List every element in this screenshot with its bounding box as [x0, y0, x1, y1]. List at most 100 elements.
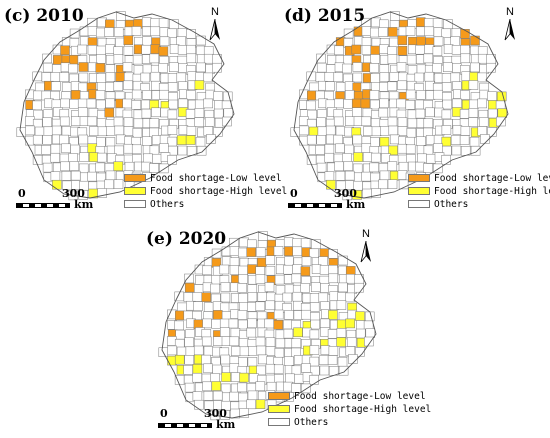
county-other [468, 99, 479, 110]
county-high [336, 337, 346, 347]
county-other [405, 144, 416, 155]
county-other [379, 98, 389, 109]
county-low [415, 17, 426, 27]
county-other [70, 170, 81, 181]
county-other [52, 64, 62, 74]
county-other [178, 63, 188, 73]
county-other [59, 134, 69, 145]
county-other [140, 72, 151, 83]
county-other [405, 89, 416, 100]
county-other [32, 100, 42, 111]
county-other [159, 163, 169, 174]
county-other [336, 300, 347, 310]
county-other [43, 109, 53, 119]
county-low [175, 310, 185, 321]
county-other [159, 143, 169, 153]
county-other [292, 238, 302, 248]
county-other [95, 162, 105, 173]
county-other [442, 99, 452, 110]
county-other [343, 161, 354, 171]
county-other [363, 126, 373, 136]
county-other [86, 98, 97, 109]
county-other [441, 28, 451, 39]
county-other [333, 134, 343, 145]
county-other [406, 128, 417, 138]
county-other [320, 283, 330, 293]
county-other [450, 72, 461, 83]
county-other [379, 72, 390, 82]
county-other [247, 390, 258, 401]
county-other [273, 309, 284, 320]
county-other [247, 292, 258, 302]
county-high [345, 318, 355, 329]
county-other [264, 318, 274, 329]
county-other [433, 36, 444, 47]
county-other [131, 26, 142, 36]
scale-unit: km [216, 418, 236, 431]
county-other [201, 354, 211, 365]
county-high [441, 136, 452, 147]
county-other [389, 72, 400, 82]
county-other [369, 90, 380, 100]
county-other [417, 153, 427, 164]
county-high [239, 372, 249, 383]
county-other [133, 118, 144, 129]
scale-start: 0 [290, 187, 298, 200]
county-other [265, 300, 275, 311]
county-other [320, 345, 331, 355]
county-other [407, 118, 418, 129]
county-other [211, 319, 221, 329]
county-other [291, 365, 302, 376]
county-other [246, 327, 257, 338]
county-other [292, 246, 302, 257]
county-other [123, 80, 133, 91]
county-other [186, 44, 196, 55]
county-other [51, 125, 62, 136]
county-other [159, 89, 169, 100]
county-other [149, 118, 160, 128]
county-other [344, 170, 355, 181]
north-arrow-icon: N [358, 229, 374, 263]
county-other [443, 62, 453, 72]
county-other [71, 116, 81, 126]
county-other [79, 26, 90, 37]
county-other [167, 125, 178, 135]
legend: Food shortage-Low level Food shortage-Hi… [408, 172, 550, 211]
county-other [184, 355, 194, 365]
county-other [370, 172, 380, 183]
county-other [247, 357, 258, 367]
county-other [352, 134, 363, 145]
county-other [477, 98, 487, 109]
county-other [42, 117, 52, 127]
county-other [283, 328, 294, 339]
county-low [300, 266, 311, 276]
county-other [355, 328, 366, 339]
county-other [450, 135, 461, 145]
county-other [301, 363, 311, 373]
county-other [423, 118, 434, 128]
county-other [379, 82, 389, 92]
county-other [364, 311, 375, 322]
county-other [194, 108, 205, 118]
county-other [97, 126, 108, 137]
county-other [202, 318, 212, 329]
county-other [184, 382, 195, 393]
county-other [105, 72, 116, 82]
county-other [61, 171, 72, 181]
county-other [496, 116, 506, 127]
county-other [397, 170, 408, 180]
county-other [113, 46, 123, 56]
county-other [396, 62, 407, 72]
county-other [283, 264, 293, 275]
county-other [60, 98, 70, 109]
county-low [123, 35, 134, 45]
county-other [361, 26, 372, 36]
county-other [229, 336, 240, 347]
county-other [42, 162, 53, 173]
county-other [301, 383, 311, 394]
county-other [50, 171, 61, 181]
county-other [264, 282, 275, 292]
county-other [338, 282, 348, 293]
county-low [69, 55, 79, 65]
county-other [371, 152, 381, 163]
